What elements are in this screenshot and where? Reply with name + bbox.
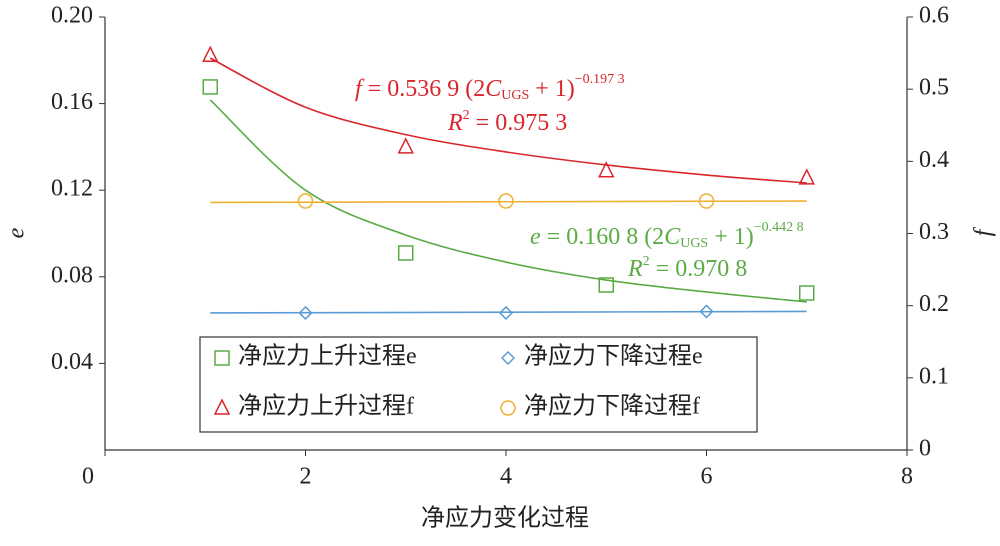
- y2-tick-label: 0.3: [919, 219, 949, 245]
- annotation: R2 = 0.975 3: [447, 108, 567, 135]
- annotation-part: = 0.970 8: [650, 256, 748, 282]
- fit-line: [210, 310, 807, 314]
- annotation-part: 2: [643, 254, 650, 269]
- y-tick-label: 0.20: [51, 3, 93, 29]
- annotation-part: = 0.536 9 (2: [362, 76, 486, 102]
- annotation-part: = 0.160 8 (2: [541, 224, 665, 250]
- y2-tick-label: 0.2: [919, 291, 949, 317]
- fit-line: [210, 200, 807, 204]
- annotation-part: e: [530, 224, 541, 250]
- y-tick-label: 0.04: [51, 349, 93, 375]
- legend-label: 净应力下降过程e: [524, 343, 703, 370]
- marker: [214, 350, 230, 366]
- annotation-part: UGS: [680, 236, 708, 251]
- y2-tick-label: 0.5: [919, 75, 949, 101]
- marker: [298, 305, 313, 321]
- marker: [297, 193, 314, 209]
- legend-label: 净应力下降过程f: [524, 393, 700, 420]
- y2-axis-title: f: [971, 226, 997, 236]
- marker: [598, 277, 614, 293]
- fit-line: [209, 57, 807, 184]
- annotation-part: + 1): [529, 76, 575, 102]
- annotation-part: 2: [463, 108, 470, 123]
- x-tick-label: 8: [901, 464, 913, 490]
- y-tick-label: 0.12: [51, 176, 93, 202]
- legend-label: 净应力上升过程f: [238, 393, 414, 420]
- marker: [498, 305, 514, 321]
- annotation-part: −0.442 8: [754, 220, 804, 235]
- annotation: R2 = 0.970 8: [627, 254, 747, 281]
- annotation: f = 0.536 9 (2CUGS + 1)−0.197 3: [355, 72, 625, 103]
- marker: [598, 161, 615, 178]
- annotation: e = 0.160 8 (2CUGS + 1)−0.442 8: [530, 220, 804, 251]
- annotation-part: C: [664, 224, 681, 250]
- x-tick-label: 0: [82, 464, 94, 490]
- annotation-part: f: [355, 76, 365, 102]
- y-axis-title: e: [4, 227, 30, 238]
- x-tick-label: 6: [701, 464, 713, 490]
- annotation-part: + 1): [708, 224, 754, 250]
- y-tick-label: 0.16: [51, 89, 93, 115]
- marker: [799, 285, 815, 301]
- annotation-part: R: [447, 110, 463, 136]
- annotation-part: C: [485, 76, 502, 102]
- y2-tick-label: 0: [919, 436, 931, 462]
- marker: [397, 137, 414, 154]
- annotation-part: R: [627, 256, 643, 282]
- marker: [500, 400, 516, 416]
- y2-tick-label: 0.1: [919, 363, 949, 389]
- marker: [202, 45, 219, 62]
- y-tick-label: 0.08: [51, 262, 93, 288]
- marker: [500, 350, 516, 366]
- legend: [199, 336, 758, 433]
- marker: [498, 193, 514, 209]
- marker: [698, 193, 715, 209]
- annotation-part: UGS: [501, 88, 529, 103]
- annotation-part: = 0.975 3: [470, 110, 568, 136]
- fit-line: [209, 99, 807, 303]
- marker: [398, 245, 414, 261]
- x-axis-title: 净应力变化过程: [421, 505, 589, 532]
- legend-label: 净应力上升过程e: [238, 343, 417, 370]
- y2-tick-label: 0.4: [919, 147, 949, 173]
- marker: [798, 168, 815, 185]
- marker: [699, 304, 714, 319]
- marker: [213, 398, 231, 415]
- x-tick-label: 4: [500, 464, 512, 490]
- annotation-part: −0.197 3: [575, 72, 625, 87]
- marker: [202, 79, 219, 95]
- x-tick-label: 2: [300, 464, 312, 490]
- y2-tick-label: 0.6: [919, 3, 949, 29]
